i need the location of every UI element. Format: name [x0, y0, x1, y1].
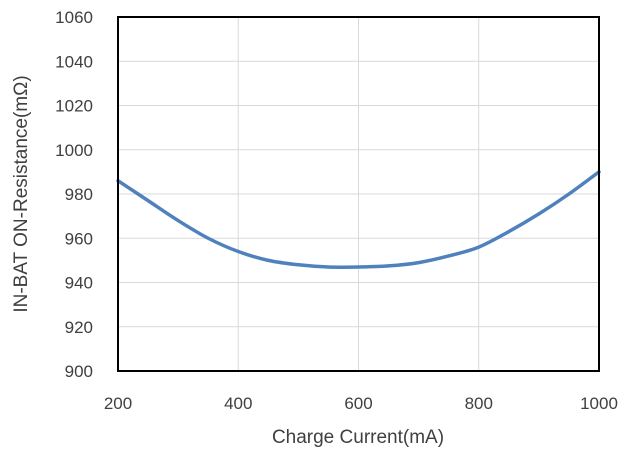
series-point: [296, 263, 300, 267]
y-tick-label: 980: [65, 185, 93, 204]
x-tick-label: 600: [344, 394, 372, 413]
y-tick-label: 920: [65, 318, 93, 337]
series-point: [357, 265, 360, 269]
x-tick-label: 400: [224, 394, 252, 413]
series-point: [537, 212, 541, 216]
y-tick-label: 960: [65, 229, 93, 248]
y-tick-label: 1020: [55, 97, 93, 116]
series-point: [206, 236, 210, 240]
series-point: [236, 250, 240, 254]
series-point: [176, 219, 180, 223]
series-point: [266, 258, 270, 262]
series-point: [417, 261, 421, 265]
grid-lines: [117, 16, 600, 372]
x-axis-ticks: 200 400 600 800 1000: [104, 394, 618, 413]
y-tick-label: 900: [65, 362, 93, 381]
x-tick-label: 200: [104, 394, 132, 413]
y-tick-label: 940: [65, 274, 93, 293]
y-tick-label: 1040: [55, 52, 93, 71]
y-tick-label: 1060: [55, 8, 93, 27]
series-point: [387, 264, 391, 268]
series-point: [567, 192, 571, 196]
series-layer: [116, 170, 601, 269]
x-tick-label: 800: [465, 394, 493, 413]
series-point: [507, 230, 511, 234]
y-axis-label: IN-BAT ON-Resistance(mΩ): [11, 75, 32, 312]
series-point: [146, 199, 150, 203]
plot-frame: [117, 16, 600, 372]
x-axis-label: Charge Current(mA): [272, 427, 444, 448]
y-tick-label: 1000: [55, 141, 93, 160]
y-axis-ticks: 900 920 940 960 980 1000 1020 1040 1060: [55, 8, 93, 381]
series-point: [447, 254, 451, 258]
series-point: [477, 245, 481, 249]
series-point: [326, 265, 330, 269]
x-tick-label: 1000: [580, 394, 618, 413]
